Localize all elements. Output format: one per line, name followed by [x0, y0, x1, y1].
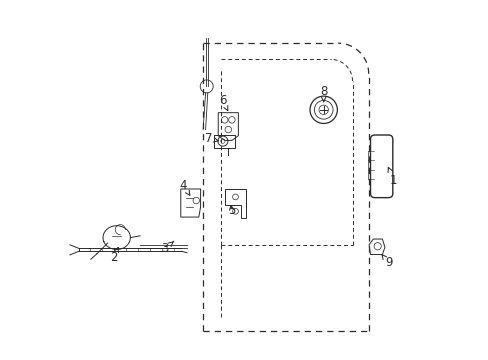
Text: 6: 6 [219, 94, 227, 111]
Text: 2: 2 [110, 248, 118, 264]
Text: 8: 8 [319, 85, 327, 102]
Text: 5: 5 [228, 204, 235, 217]
Text: 9: 9 [381, 255, 391, 269]
Text: 7: 7 [204, 132, 218, 145]
Text: 1: 1 [387, 167, 397, 186]
Text: 4: 4 [179, 179, 189, 195]
Text: 3: 3 [161, 241, 174, 255]
